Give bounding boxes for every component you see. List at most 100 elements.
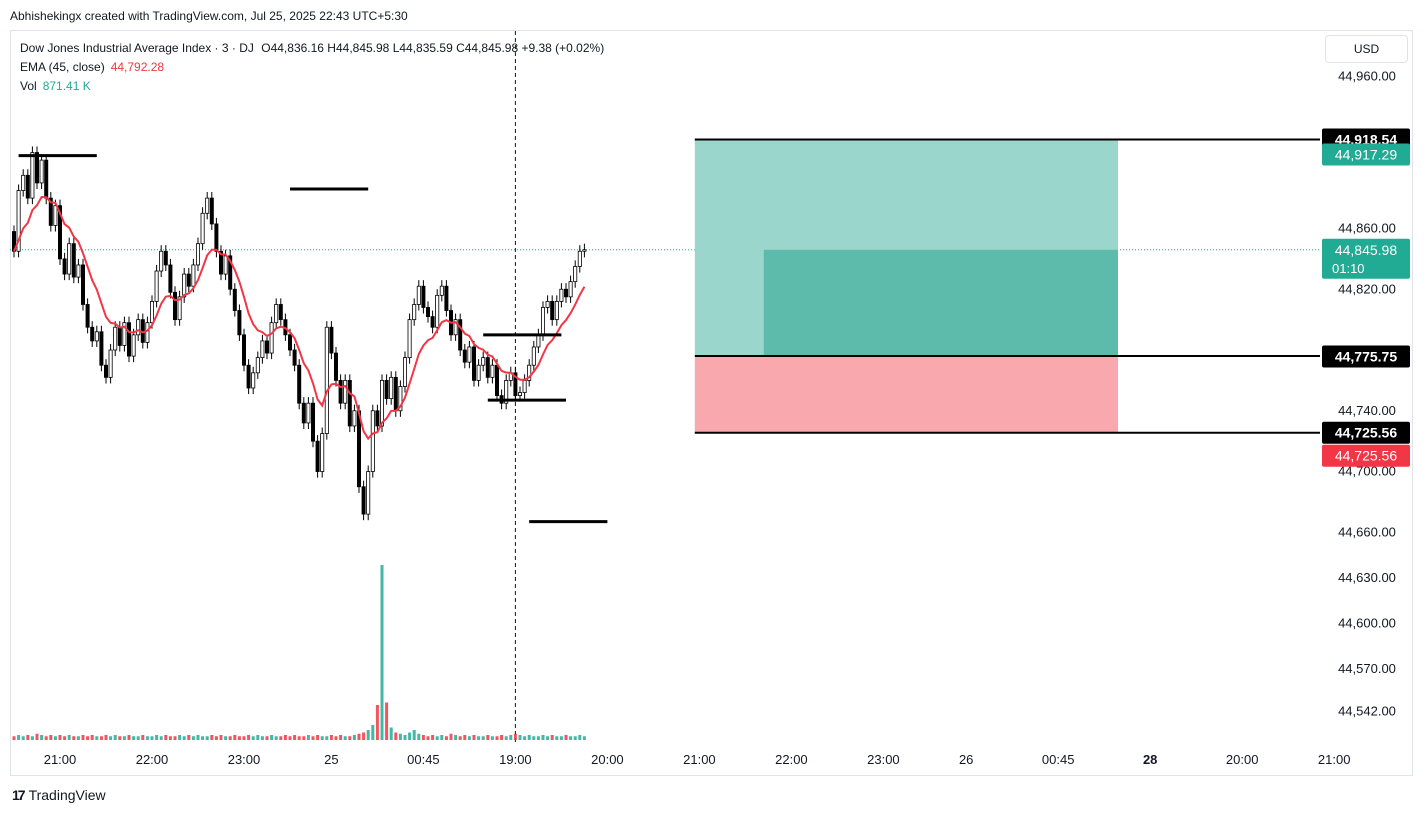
- volume-bar: [155, 735, 159, 740]
- volume-bar: [412, 730, 416, 740]
- x-tick-label: 23:00: [228, 752, 261, 767]
- candle-body: [131, 334, 136, 357]
- volume-bar: [21, 736, 25, 740]
- candle-body: [467, 346, 472, 363]
- volume-bar: [440, 735, 444, 740]
- candle-body: [384, 380, 389, 400]
- candle-body: [191, 264, 196, 287]
- x-tick-label: 28: [1143, 752, 1157, 767]
- volume-bar: [182, 736, 186, 740]
- volume-bar: [513, 733, 517, 740]
- candle-body: [476, 364, 481, 381]
- candle-body: [568, 281, 573, 298]
- volume-bar: [500, 735, 504, 740]
- y-tick-label: 44,600.00: [1338, 615, 1396, 630]
- volume-bar: [288, 736, 292, 740]
- candle-body: [550, 301, 555, 321]
- candle-body: [522, 380, 527, 393]
- volume-bar: [472, 735, 476, 740]
- candle-body: [559, 288, 564, 302]
- volume-bar: [256, 735, 260, 740]
- volume-bar: [509, 735, 513, 740]
- y-tick-label: 44,630.00: [1338, 570, 1396, 585]
- volume-bar: [247, 735, 251, 740]
- countdown-label: 01:10: [1332, 261, 1365, 276]
- volume-bar: [435, 736, 439, 740]
- volume-bar: [541, 735, 545, 740]
- volume-value: 871.41 K: [42, 79, 91, 93]
- candle-body: [90, 326, 95, 342]
- candle-body: [21, 174, 26, 191]
- volume-bar: [86, 736, 90, 740]
- volume-bar: [224, 736, 228, 740]
- volume-bar: [366, 730, 370, 740]
- candle-body: [205, 197, 210, 214]
- candle-body: [182, 273, 187, 298]
- volume-bar: [104, 735, 108, 740]
- candle-body: [223, 255, 228, 275]
- y-tick-label: 44,570.00: [1338, 661, 1396, 676]
- volume-bar: [242, 736, 246, 740]
- volume-bar: [122, 736, 126, 740]
- candle-body: [25, 174, 30, 199]
- ema-label[interactable]: EMA (45, close): [20, 60, 105, 74]
- candle-body: [127, 322, 132, 357]
- price-label-text: 44,845.98: [1335, 242, 1397, 258]
- volume-bar: [30, 736, 34, 740]
- volume-bar: [109, 736, 113, 740]
- volume-bar: [274, 736, 278, 740]
- volume-bar: [26, 735, 30, 740]
- candle-body: [39, 159, 44, 184]
- currency-button[interactable]: USD: [1325, 35, 1408, 63]
- volume-bar: [99, 736, 103, 740]
- candle-body: [104, 364, 109, 378]
- volume-bar: [518, 735, 522, 740]
- volume-bar: [219, 735, 223, 740]
- candle-body: [214, 223, 219, 252]
- volume-bar: [504, 736, 508, 740]
- volume-bar: [178, 735, 182, 740]
- candle-body: [241, 334, 246, 366]
- candle-body: [292, 349, 297, 366]
- candle-body: [554, 301, 559, 321]
- candle-body: [246, 364, 251, 389]
- candle-body: [195, 243, 200, 266]
- volume-bar: [454, 735, 458, 740]
- volume-bar: [486, 735, 490, 740]
- candle-body: [255, 357, 260, 374]
- volume-bar: [550, 735, 554, 740]
- candle-body: [177, 296, 182, 321]
- y-tick-label: 44,820.00: [1338, 281, 1396, 296]
- candle-body: [315, 440, 320, 472]
- candle-body: [53, 205, 58, 226]
- x-tick-label: 20:00: [1226, 752, 1259, 767]
- volume-bar: [578, 735, 582, 740]
- volume-bar: [495, 736, 499, 740]
- candle-body: [269, 322, 274, 354]
- candle-body: [287, 334, 292, 351]
- candle-body: [200, 212, 205, 245]
- stop-zone: [694, 356, 1118, 433]
- x-tick-label: 22:00: [775, 752, 808, 767]
- volume-bar: [53, 736, 57, 740]
- candle-body: [421, 285, 426, 308]
- symbol-title[interactable]: Dow Jones Industrial Average Index · 3 ·…: [20, 41, 254, 55]
- volume-bar: [205, 736, 209, 740]
- candle-body: [412, 304, 417, 321]
- volume-bar: [348, 736, 352, 740]
- candle-body: [518, 392, 523, 396]
- volume-bar: [145, 736, 149, 740]
- candle-body: [237, 310, 242, 336]
- volume-bar: [113, 735, 117, 740]
- volume-bar: [136, 736, 140, 740]
- volume-bar: [40, 735, 44, 740]
- tradingview-logo[interactable]: 17 TradingView: [12, 787, 106, 803]
- volume-bar: [458, 736, 462, 740]
- candle-body: [251, 372, 256, 389]
- volume-bar: [417, 733, 421, 740]
- volume-label[interactable]: Vol: [20, 79, 37, 93]
- candle-body: [44, 159, 49, 199]
- candle-body: [35, 152, 40, 184]
- candle-body: [108, 349, 113, 378]
